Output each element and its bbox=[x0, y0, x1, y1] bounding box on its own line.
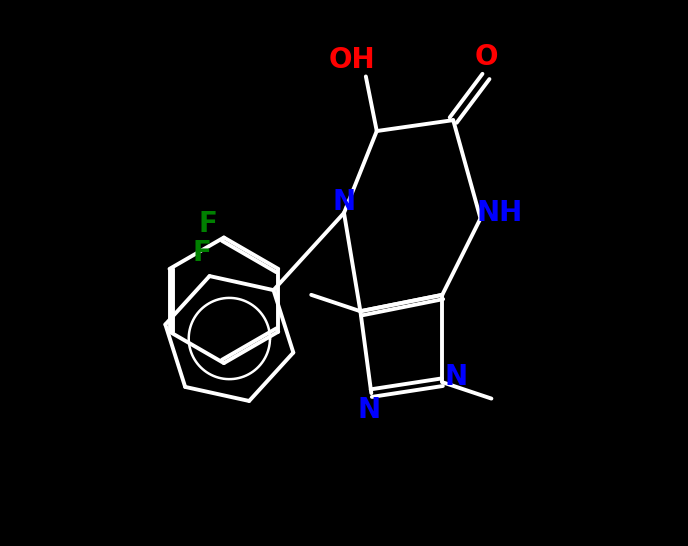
Text: OH: OH bbox=[329, 46, 376, 74]
Text: O: O bbox=[474, 43, 497, 72]
Text: N: N bbox=[444, 363, 467, 391]
Text: N: N bbox=[332, 188, 356, 216]
Text: F: F bbox=[198, 210, 217, 238]
Text: N: N bbox=[357, 395, 380, 424]
Text: NH: NH bbox=[477, 199, 523, 227]
Text: F: F bbox=[193, 239, 211, 266]
